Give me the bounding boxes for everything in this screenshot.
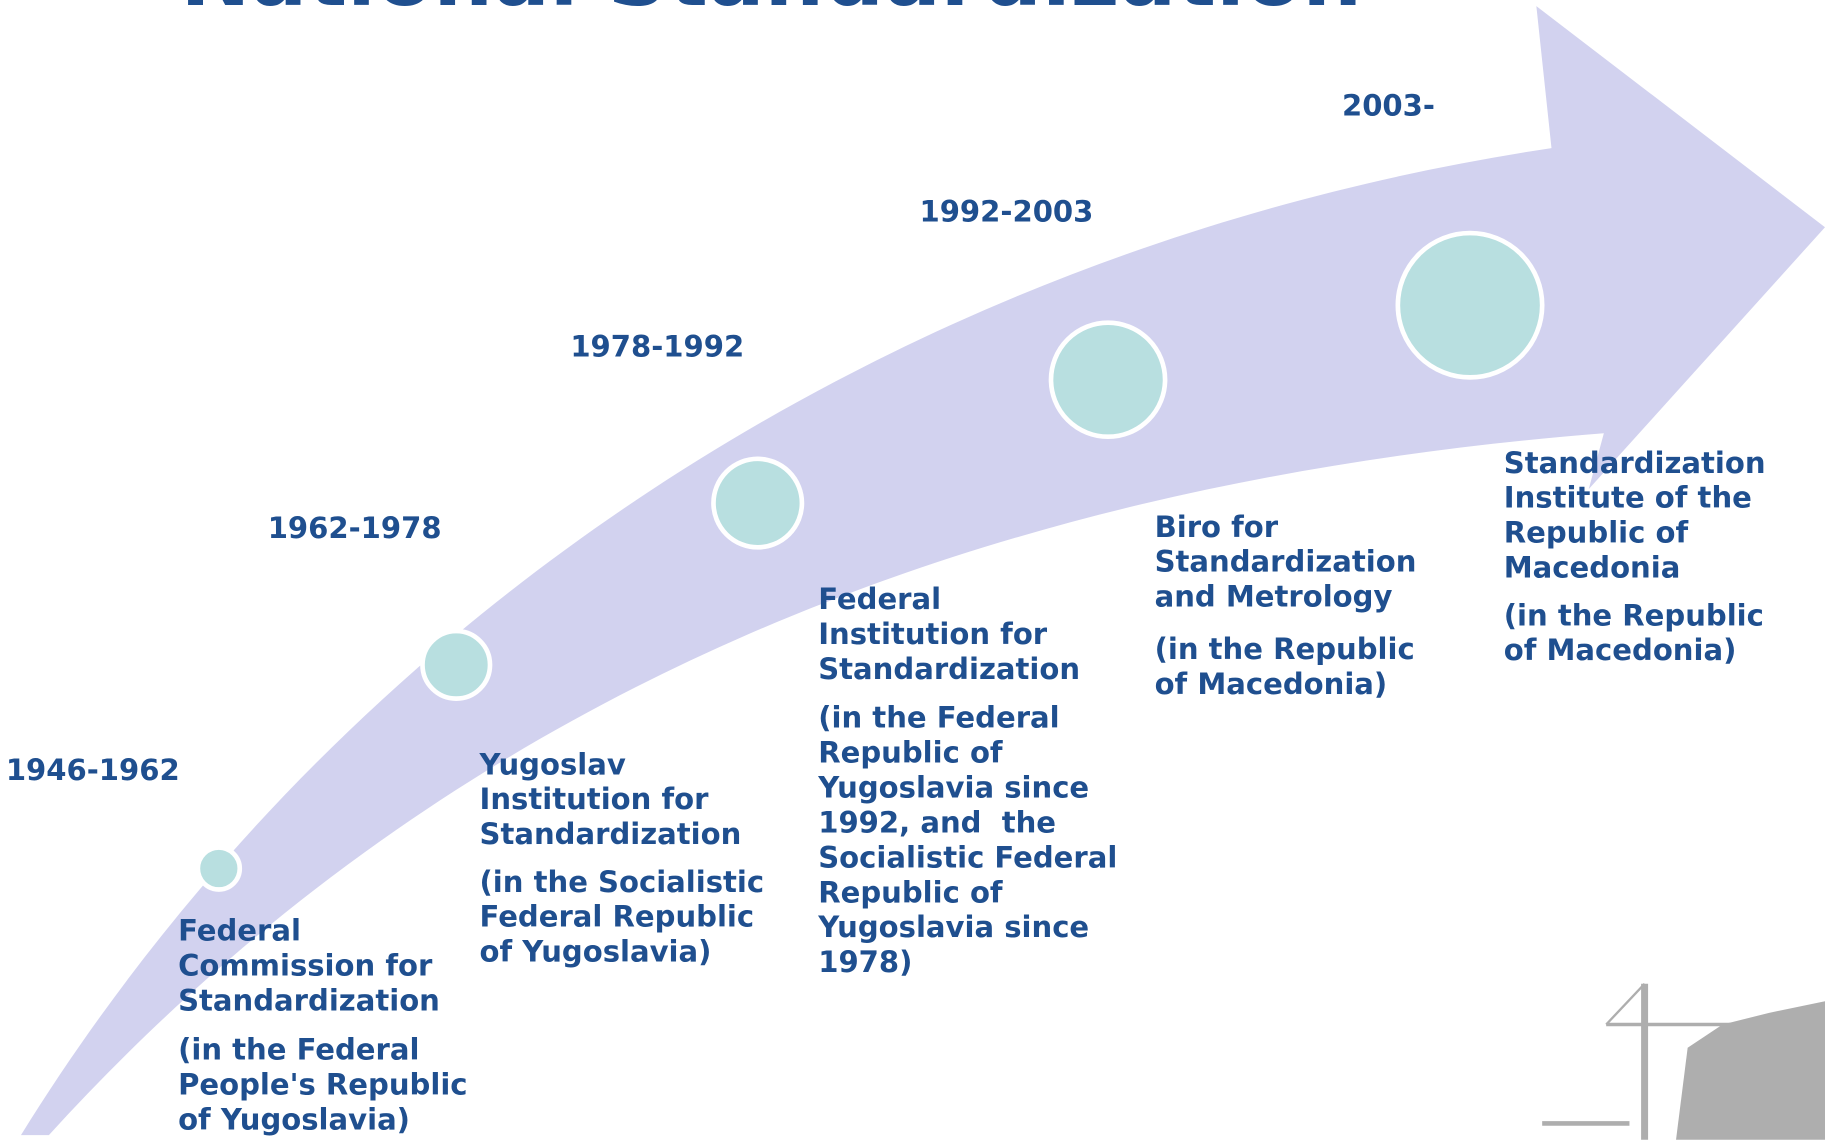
institution-note: Yugoslavia since: [817, 771, 1089, 805]
institution-note: Yugoslavia since: [817, 910, 1089, 944]
institution-name: Yugoslav: [479, 747, 626, 781]
construction-graphic: [1542, 984, 1825, 1140]
timeline-node: [1398, 233, 1542, 377]
institution-name: Institution for: [480, 782, 710, 816]
institution-note: (in the Federal: [178, 1032, 419, 1066]
institution-note: Republic of: [818, 736, 1003, 770]
institution-note: (in the Republic: [1504, 598, 1764, 632]
period-year: 1978-1992: [570, 329, 744, 363]
institution-name: Federal: [178, 914, 301, 948]
slide: National Standardization 1946-1962 Federa…: [0, 0, 1825, 1140]
period-year: 2003-: [1342, 88, 1435, 122]
institution-name: Republic of: [1504, 516, 1689, 550]
timeline-node: [713, 459, 801, 547]
institution-note: of Yugoslavia): [178, 1102, 410, 1136]
institution-name: Standardization: [1155, 545, 1417, 579]
institution-name: Standardization: [178, 984, 440, 1018]
institution-note: 1978): [818, 945, 912, 979]
institution-note: Federal Republic: [480, 900, 755, 934]
institution-name: Institution for: [818, 617, 1048, 651]
institution-name: Biro for: [1155, 510, 1279, 544]
institution-name: Macedonia: [1504, 551, 1681, 585]
institution-name: and Metrology: [1155, 580, 1393, 614]
institution-name: Standardization: [480, 817, 742, 851]
institution-name: Standardization: [818, 652, 1080, 686]
period-year: 1992-2003: [919, 194, 1093, 228]
period-year: 1946-1962: [6, 753, 180, 787]
institution-name: Institute of the: [1504, 481, 1752, 515]
institution-note: 1992, and the: [818, 805, 1056, 839]
institution-name: Standardization: [1504, 446, 1766, 480]
timeline-node: [198, 848, 240, 890]
page: National Standardization 1946-1962 Federa…: [0, 0, 1825, 1140]
timeline-node: [422, 631, 490, 699]
slide-title: National Standardization: [180, 0, 1362, 25]
institution-note: Socialistic Federal: [818, 840, 1117, 874]
institution-note: of Yugoslavia): [480, 935, 712, 969]
timeline-node: [1051, 323, 1165, 437]
institution-note: People's Republic: [178, 1067, 467, 1101]
institution-note: (in the Federal: [818, 701, 1059, 735]
institution-note: (in the Republic: [1155, 632, 1415, 666]
institution-name: Commission for: [178, 949, 433, 983]
institution-name: Federal: [818, 582, 941, 616]
period-year: 1962-1978: [268, 511, 442, 545]
institution-note: Republic of: [818, 875, 1003, 909]
institution-note: (in the Socialistic: [480, 865, 765, 899]
institution-note: of Macedonia): [1504, 633, 1737, 667]
institution-note: of Macedonia): [1155, 667, 1388, 701]
